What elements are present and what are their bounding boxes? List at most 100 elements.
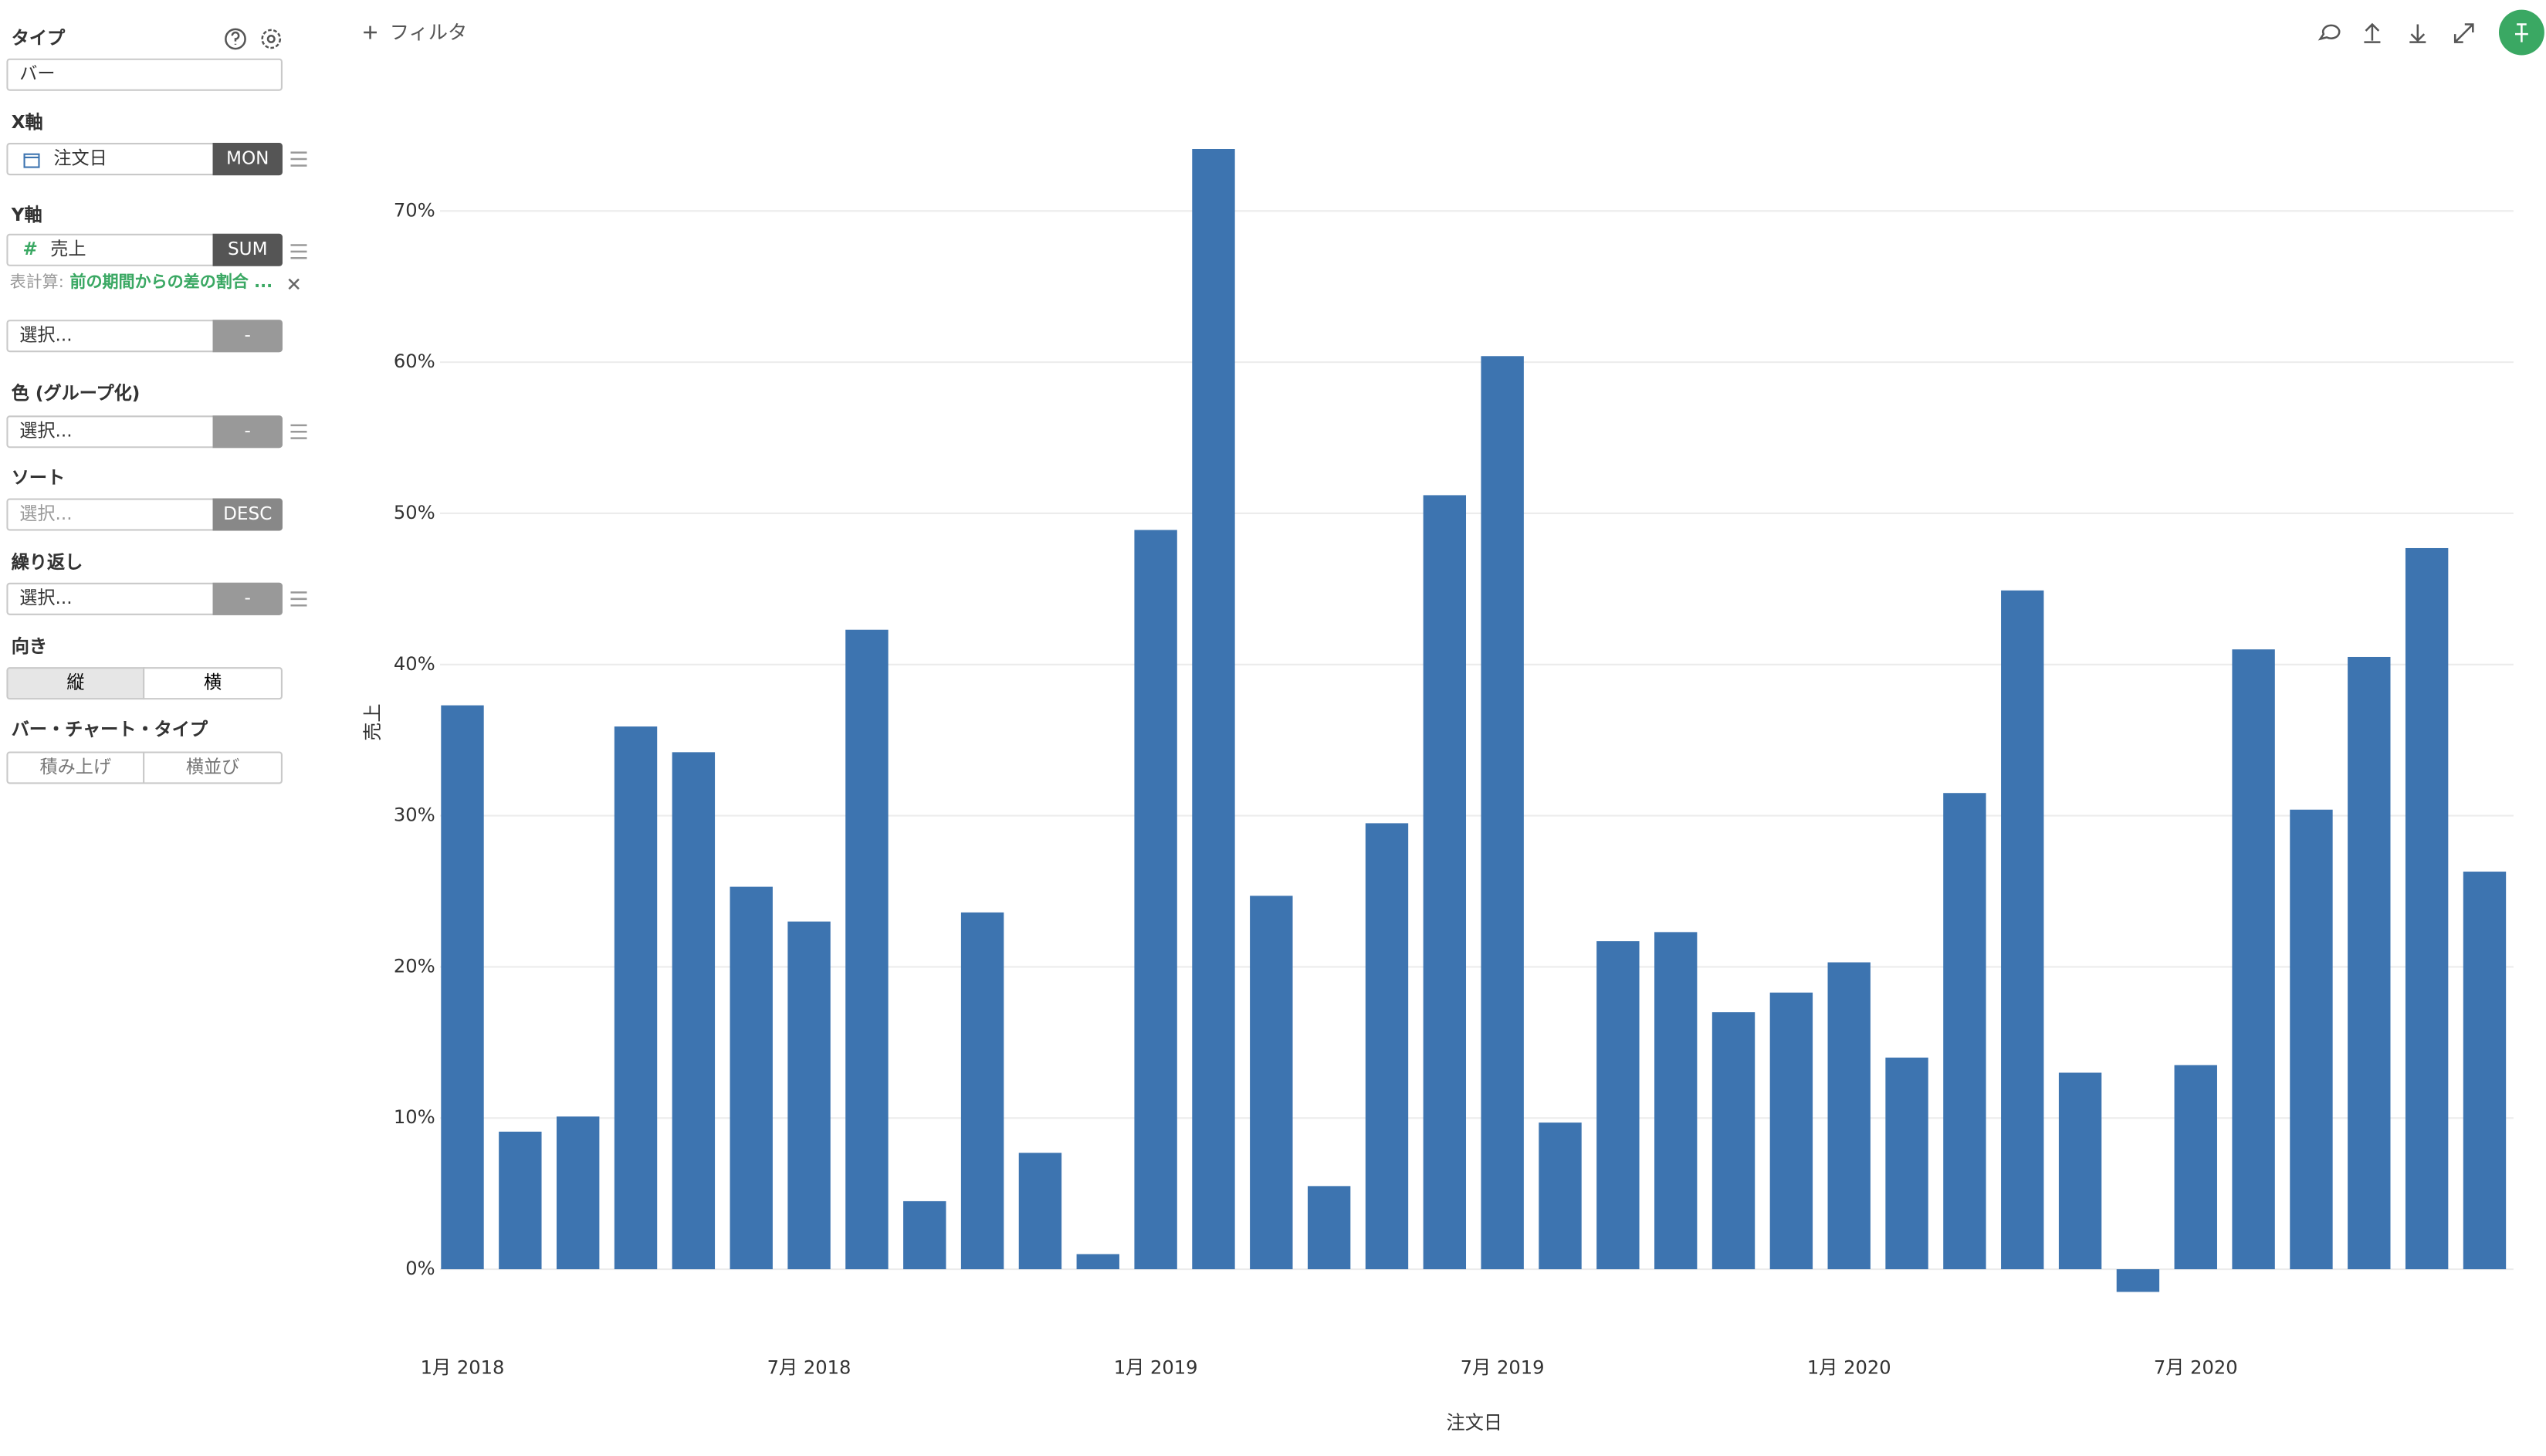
comment-icon[interactable] — [2317, 24, 2341, 41]
x-axis-title: 注文日 — [1447, 1412, 1503, 1434]
add-icon[interactable] — [364, 25, 377, 39]
bar — [1596, 941, 1640, 1270]
help-glyph — [231, 31, 240, 45]
y-tick-label: 30% — [394, 804, 435, 826]
y-menu[interactable] — [290, 244, 307, 259]
x-menu[interactable] — [290, 151, 307, 167]
orient-horizontal[interactable]: 横 — [143, 667, 283, 700]
toolbar-icons — [225, 9, 2544, 607]
bar — [903, 1200, 946, 1270]
bar — [1134, 530, 1177, 1270]
x-tick-label: 1月 2019 — [1114, 1356, 1198, 1378]
color-menu[interactable] — [290, 424, 307, 439]
x-agg[interactable]: MON — [212, 143, 283, 176]
bar — [1481, 356, 1524, 1270]
bar-type-label: バー・チャート・タイプ — [11, 719, 208, 740]
sort-select[interactable]: 選択... DESC — [6, 498, 283, 531]
bar — [1018, 1153, 1062, 1270]
x-axis-label: X軸 — [11, 112, 43, 134]
expand-icon[interactable] — [2453, 23, 2474, 43]
y-tick-label: 50% — [394, 502, 435, 523]
bar-stacked[interactable]: 積み上げ — [6, 751, 145, 784]
repeat-agg[interactable]: - — [212, 582, 283, 615]
bar — [672, 752, 716, 1270]
x-tick-label: 7月 2019 — [1461, 1356, 1545, 1378]
sort-select-text: 選択... — [19, 503, 73, 525]
bar — [787, 921, 831, 1270]
bar — [960, 912, 1004, 1270]
bar — [730, 886, 773, 1270]
bar — [1423, 495, 1467, 1270]
y-tick-label: 60% — [394, 350, 435, 372]
color-select[interactable]: 選択... - — [6, 415, 283, 449]
bar — [2348, 656, 2391, 1270]
repeat-menu[interactable] — [290, 591, 307, 607]
x-tick-label: 1月 2020 — [1807, 1356, 1891, 1378]
y-tick-label: 20% — [394, 955, 435, 977]
type-label: タイプ — [11, 27, 66, 49]
sort-dir[interactable]: DESC — [212, 498, 283, 531]
upload-icon[interactable] — [2364, 22, 2381, 43]
bar — [1539, 1122, 1582, 1270]
y-tick-label: 40% — [394, 653, 435, 675]
settings-hub — [266, 34, 276, 43]
orient-label: 向き — [11, 636, 47, 658]
bar — [2232, 649, 2275, 1270]
settings-icon[interactable] — [261, 29, 282, 49]
y-agg[interactable]: SUM — [212, 233, 283, 266]
y-axis-label: Y軸 — [11, 204, 42, 226]
y-field-name: 売上 — [50, 239, 86, 260]
bar — [2001, 590, 2044, 1270]
bar — [1711, 1012, 1755, 1270]
bar — [1307, 1186, 1351, 1270]
color-label: 色 (グループ化) — [11, 383, 141, 405]
bar — [2116, 1269, 2160, 1292]
pin-icon — [2515, 23, 2528, 42]
x-field-name: 注文日 — [53, 147, 107, 169]
extra-select-text: 選択... — [19, 324, 73, 346]
bar — [2174, 1065, 2217, 1270]
x-field[interactable]: 注文日 MON — [6, 143, 283, 176]
bar — [1943, 793, 1986, 1270]
repeat-label: 繰り返し — [11, 551, 83, 574]
bar — [1827, 962, 1871, 1270]
bar — [1076, 1254, 1119, 1270]
filter-button[interactable]: フィルタ — [389, 21, 468, 44]
color-agg[interactable]: - — [212, 415, 283, 449]
calc-value[interactable]: 前の期間からの差の割合 ... — [69, 274, 273, 293]
bar — [556, 1116, 600, 1270]
extra-select[interactable]: 選択... - — [6, 320, 283, 353]
y-field-icon: # — [22, 239, 38, 260]
color-select-text: 選択... — [19, 420, 73, 442]
download-icon[interactable] — [2409, 24, 2426, 43]
type-select[interactable]: バー — [6, 58, 283, 91]
bar — [1250, 896, 1293, 1270]
help-icon[interactable] — [225, 28, 246, 50]
bar — [2463, 872, 2507, 1270]
calc-remove[interactable] — [288, 278, 300, 290]
type-value: バー — [19, 63, 56, 85]
y-field[interactable]: # 売上 SUM — [6, 233, 283, 266]
bar — [1365, 823, 1409, 1270]
repeat-select[interactable]: 選択... - — [6, 582, 283, 615]
bar — [845, 629, 889, 1270]
extra-agg[interactable]: - — [212, 320, 283, 353]
bar-side[interactable]: 横並び — [143, 751, 283, 784]
bar — [1654, 932, 1698, 1270]
orient-vertical[interactable]: 縦 — [6, 667, 145, 700]
bar — [1192, 149, 1235, 1270]
x-tick-label: 7月 2020 — [2154, 1356, 2238, 1378]
bar — [1769, 992, 1813, 1270]
x-tick-label: 1月 2018 — [421, 1356, 505, 1378]
calc-label: 表計算: — [9, 274, 64, 293]
bar — [2058, 1072, 2102, 1270]
x-tick-label: 7月 2018 — [767, 1356, 851, 1378]
bar — [499, 1131, 542, 1270]
bar — [1885, 1057, 1928, 1270]
calendar-icon — [23, 153, 40, 168]
y-axis-title: 売上 — [362, 703, 384, 740]
y-tick-label: 10% — [394, 1106, 435, 1128]
